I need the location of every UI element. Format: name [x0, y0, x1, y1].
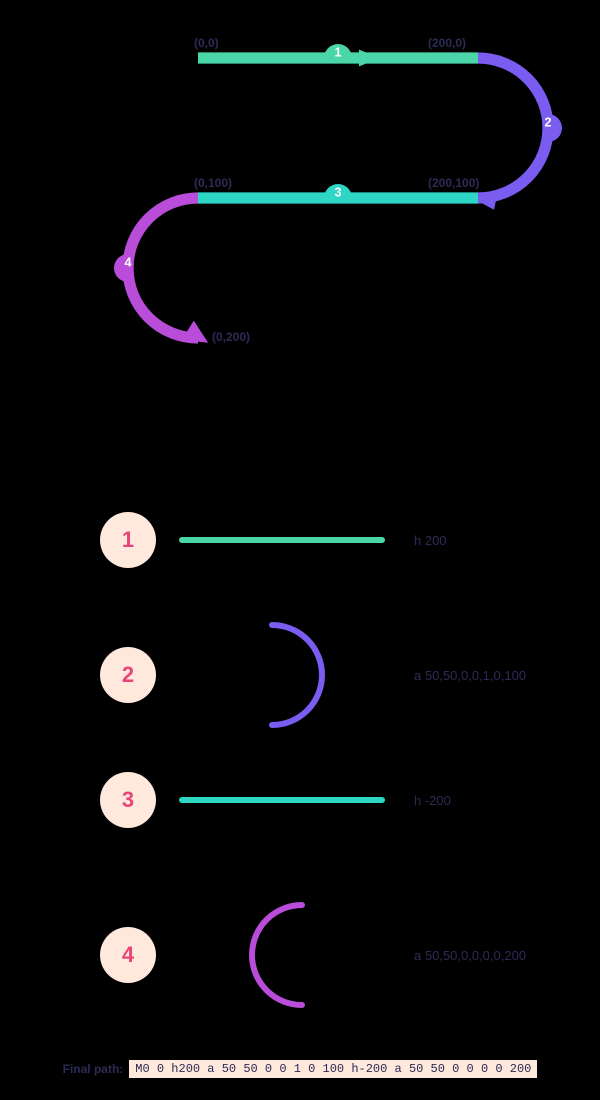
svg-text:2: 2	[544, 116, 551, 130]
step-path-label: a 50,50,0,0,1,0,100	[414, 668, 526, 683]
svg-text:1: 1	[334, 46, 341, 60]
step-number-badge: 4	[100, 927, 156, 983]
step-path-label: a 50,50,0,0,0,0,200	[414, 948, 526, 963]
step-number-badge: 3	[100, 772, 156, 828]
step-row-4: 4 a 50,50,0,0,0,0,200	[0, 890, 600, 1020]
step-path-label: h 200	[414, 533, 447, 548]
svg-text:4: 4	[124, 256, 131, 270]
svg-text:3: 3	[334, 186, 341, 200]
segment-4-arrow	[182, 319, 214, 350]
segment-badge-3: 3	[324, 184, 352, 200]
step-path	[252, 905, 302, 1005]
step-number-badge: 2	[100, 647, 156, 703]
coord-label: (0,200)	[212, 330, 250, 344]
step-row-1: 1 h 200	[0, 510, 600, 570]
final-path-row: Final path: M0 0 h200 a 50 50 0 0 1 0 100…	[0, 1060, 600, 1078]
coord-label: (200,0)	[428, 36, 466, 50]
path-diagram: 1 2 3 4	[100, 30, 600, 385]
segment-badge-1: 1	[324, 44, 352, 60]
diagram-segment-2	[478, 58, 548, 198]
step-path-label: h -200	[414, 793, 451, 808]
coord-label: (200,100)	[428, 176, 479, 190]
coord-label: (0,0)	[194, 36, 219, 50]
step-path	[272, 625, 322, 725]
step-row-3: 3 h -200	[0, 770, 600, 830]
coord-label: (0,100)	[194, 176, 232, 190]
segment-1-arrow	[359, 50, 380, 67]
step-number-badge: 1	[100, 512, 156, 568]
final-path-label: Final path:	[63, 1062, 124, 1076]
final-path-code: M0 0 h200 a 50 50 0 0 1 0 100 h-200 a 50…	[129, 1060, 537, 1078]
diagram-segment-4	[128, 198, 198, 338]
step-row-2: 2 a 50,50,0,0,1,0,100	[0, 610, 600, 740]
